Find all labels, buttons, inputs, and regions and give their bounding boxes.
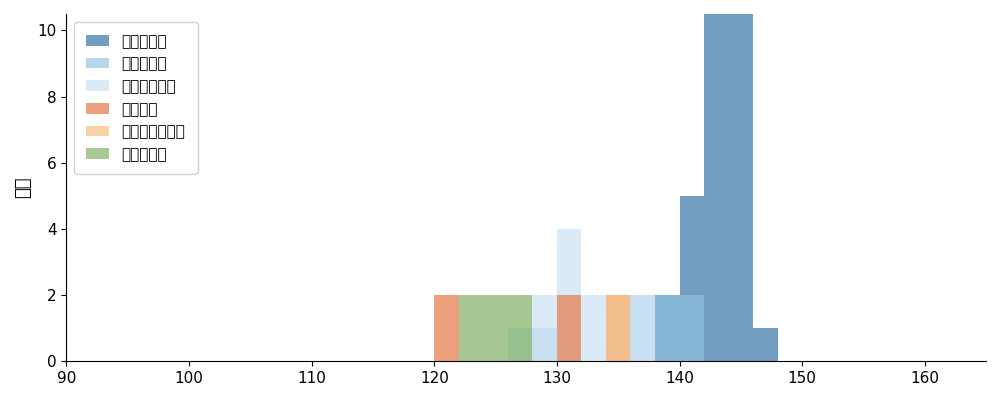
Bar [557,295,581,361]
Bar [680,196,704,361]
Bar [508,328,532,361]
Bar [434,295,459,361]
Bar [729,0,753,361]
Bar [655,295,680,361]
Bar [630,295,655,361]
Bar [581,295,606,361]
Bar [680,295,704,361]
Bar [508,295,532,361]
Bar [606,295,630,361]
Legend: ストレート, ツーシーム, カットボール, フォーク, チェンジアップ, スライダー: ストレート, ツーシーム, カットボール, フォーク, チェンジアップ, スライ… [74,22,198,174]
Bar [606,295,630,361]
Bar [532,328,557,361]
Bar [704,0,729,361]
Bar [459,295,483,361]
Bar [630,295,655,361]
Bar [655,295,680,361]
Bar [483,295,508,361]
Bar [753,328,778,361]
Bar [557,229,581,361]
Y-axis label: 球数: 球数 [14,177,32,198]
Bar [557,295,581,361]
Bar [532,295,557,361]
